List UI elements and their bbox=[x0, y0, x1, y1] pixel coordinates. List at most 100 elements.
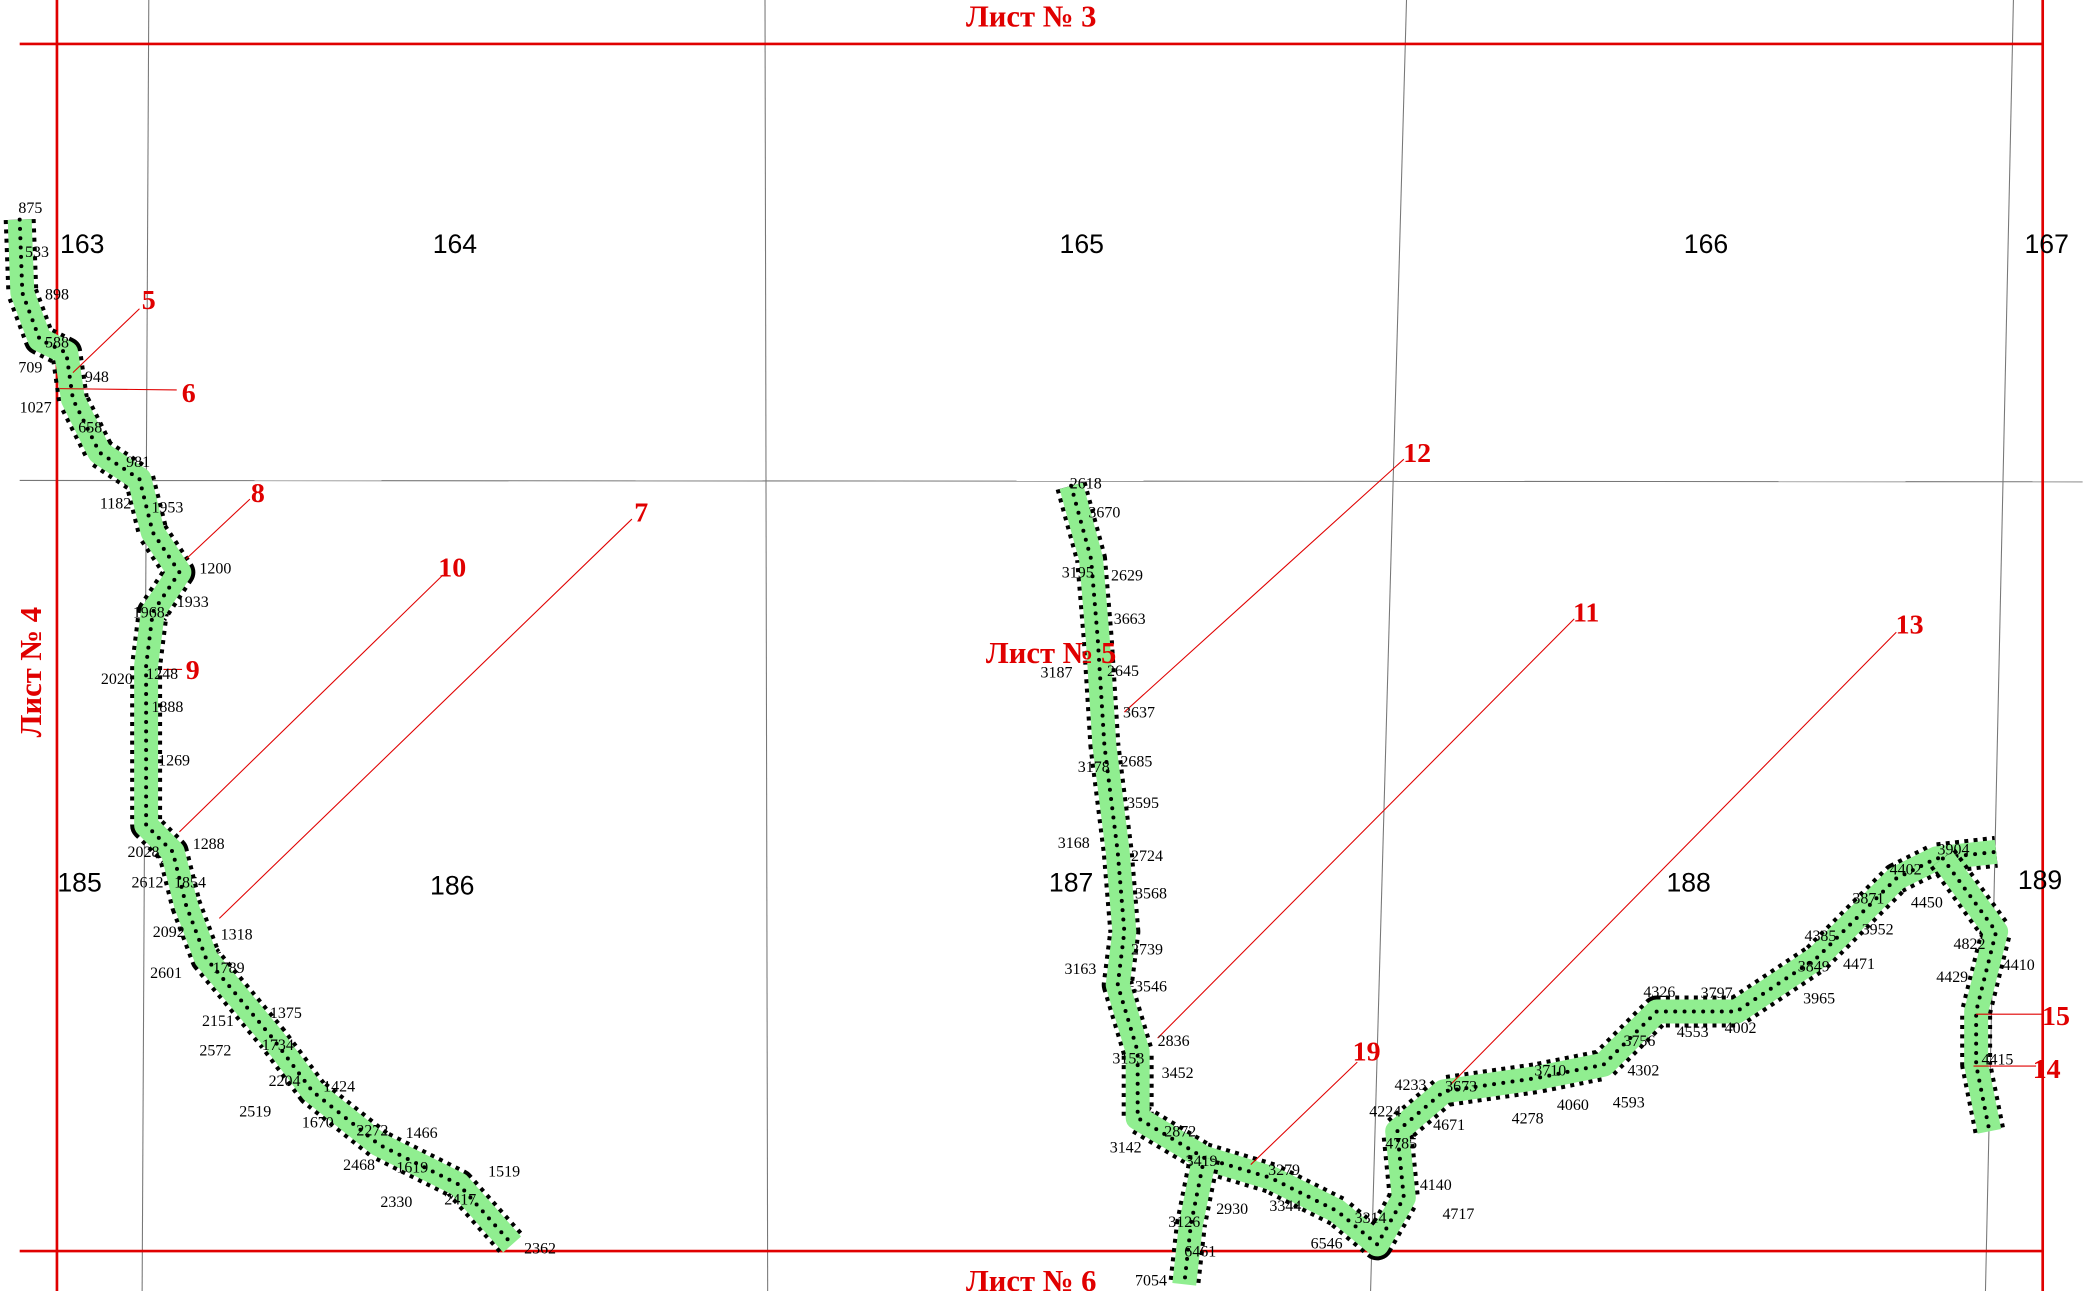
point-number: 2204 bbox=[269, 1073, 301, 1090]
point-number: 1953 bbox=[151, 499, 183, 516]
point-number: 4471 bbox=[1843, 956, 1875, 973]
quarter-number: 164 bbox=[433, 229, 478, 259]
point-number: 2468 bbox=[343, 1157, 375, 1174]
point-number: 4140 bbox=[1420, 1177, 1452, 1194]
sheet-label: Лист № 4 bbox=[14, 607, 48, 737]
point-number: 4671 bbox=[1433, 1117, 1465, 1134]
point-number: 3568 bbox=[1135, 885, 1167, 902]
point-number: 588 bbox=[45, 334, 69, 351]
leader-line bbox=[59, 388, 177, 391]
point-number: 1968 bbox=[133, 605, 165, 622]
point-number: 2020 bbox=[101, 671, 133, 688]
point-number: 898 bbox=[45, 286, 69, 303]
quarter-number: 187 bbox=[1049, 868, 1093, 898]
point-number: 2519 bbox=[239, 1104, 271, 1121]
point-number: 4593 bbox=[1613, 1094, 1645, 1111]
point-number: 1200 bbox=[199, 561, 231, 578]
point-number: 3663 bbox=[1114, 611, 1146, 628]
point-number: 2629 bbox=[1111, 567, 1143, 584]
point-number: 3178 bbox=[1078, 759, 1110, 776]
point-number: 3871 bbox=[1852, 891, 1884, 908]
point-number: 1269 bbox=[158, 752, 190, 769]
point-number: 3952 bbox=[1862, 921, 1894, 938]
leader-line bbox=[185, 498, 251, 560]
point-number: 4410 bbox=[2003, 957, 2035, 974]
leader-line bbox=[1250, 1061, 1358, 1165]
leader-line bbox=[1450, 631, 1897, 1086]
leader-line bbox=[1123, 458, 1405, 713]
point-number: 1670 bbox=[302, 1114, 334, 1131]
point-number: 1182 bbox=[100, 495, 131, 512]
point-number: 3419 bbox=[1186, 1153, 1218, 1170]
callout-number: 13 bbox=[1896, 610, 1924, 641]
callout-number: 7 bbox=[634, 498, 648, 529]
point-number: 4402 bbox=[1890, 861, 1922, 878]
strip-axis bbox=[17, 217, 515, 1247]
sheet-frame bbox=[19, 0, 2045, 1291]
point-number: 2417 bbox=[444, 1191, 476, 1208]
point-number: 2028 bbox=[127, 844, 159, 861]
point-number: 4822 bbox=[1954, 936, 1986, 953]
point-number: 1854 bbox=[174, 875, 206, 892]
point-number: 3153 bbox=[1112, 1050, 1144, 1067]
point-number: 4385 bbox=[1804, 928, 1836, 945]
point-number: 709 bbox=[18, 360, 42, 377]
leader-line bbox=[1157, 618, 1575, 1039]
quarter-number: 166 bbox=[1684, 229, 1728, 259]
point-number: 4278 bbox=[1512, 1110, 1544, 1127]
point-number: 2836 bbox=[1158, 1033, 1190, 1050]
point-number: 1466 bbox=[406, 1125, 438, 1142]
point-number: 948 bbox=[85, 369, 109, 386]
point-number: 3314 bbox=[1355, 1210, 1387, 1227]
point-number: 3849 bbox=[1798, 959, 1830, 976]
callout-number: 10 bbox=[438, 552, 466, 583]
point-number: 2872 bbox=[1164, 1124, 1196, 1141]
point-number: 1288 bbox=[193, 836, 225, 853]
point-number: 4429 bbox=[1936, 969, 1968, 986]
point-number: 4060 bbox=[1557, 1097, 1589, 1114]
point-number: 1027 bbox=[20, 400, 52, 417]
point-number: 3126 bbox=[1168, 1214, 1200, 1231]
point-number: 4415 bbox=[1981, 1052, 2013, 1069]
quarter-number: 165 bbox=[1060, 229, 1104, 259]
point-number: 2601 bbox=[150, 965, 182, 982]
point-number: 4233 bbox=[1395, 1077, 1427, 1094]
callout-number: 9 bbox=[186, 655, 200, 686]
point-number: 3637 bbox=[1123, 704, 1155, 721]
callout-number: 8 bbox=[251, 478, 265, 509]
leader-line bbox=[179, 574, 444, 833]
strip bbox=[1172, 1155, 1216, 1286]
point-number: 3710 bbox=[1534, 1062, 1566, 1079]
labels: Лист № 3 Лист № 4 Лист № 5 Лист № 6 163 164 16… bbox=[14, 0, 2070, 1291]
callout-number: 12 bbox=[1403, 438, 1431, 469]
point-number: 2930 bbox=[1216, 1201, 1248, 1218]
strip-border bbox=[1055, 481, 1998, 1261]
point-number: 4450 bbox=[1911, 895, 1943, 912]
point-number: 2572 bbox=[199, 1042, 231, 1059]
point-number: 4302 bbox=[1627, 1062, 1659, 1079]
callout-number: 5 bbox=[142, 285, 156, 316]
quarter-number: 185 bbox=[57, 868, 101, 898]
strip bbox=[1933, 851, 2009, 1134]
point-number: 2739 bbox=[1131, 941, 1163, 958]
point-number: 3546 bbox=[1135, 979, 1167, 996]
point-number: 1888 bbox=[151, 699, 183, 716]
quarter-number: 186 bbox=[430, 870, 474, 900]
point-number: 2362 bbox=[524, 1241, 556, 1258]
point-number: 6461 bbox=[1184, 1243, 1216, 1260]
leader-lines bbox=[59, 308, 2043, 1165]
point-number: 2618 bbox=[1070, 475, 1102, 492]
point-number: 981 bbox=[126, 454, 150, 471]
point-number: 1424 bbox=[323, 1078, 355, 1095]
callout-number: 6 bbox=[182, 378, 196, 409]
point-number: 3904 bbox=[1938, 841, 1970, 858]
callout-number: 11 bbox=[1573, 598, 1599, 629]
callout-number: 19 bbox=[1353, 1037, 1381, 1068]
point-number: 3279 bbox=[1268, 1162, 1300, 1179]
point-number: 3187 bbox=[1041, 664, 1073, 681]
point-number: 3163 bbox=[1064, 961, 1096, 978]
point-number: 3965 bbox=[1803, 991, 1835, 1008]
point-number: 3195 bbox=[1062, 565, 1094, 582]
point-number: 3344 bbox=[1269, 1198, 1301, 1215]
point-number: 3142 bbox=[1110, 1140, 1142, 1157]
